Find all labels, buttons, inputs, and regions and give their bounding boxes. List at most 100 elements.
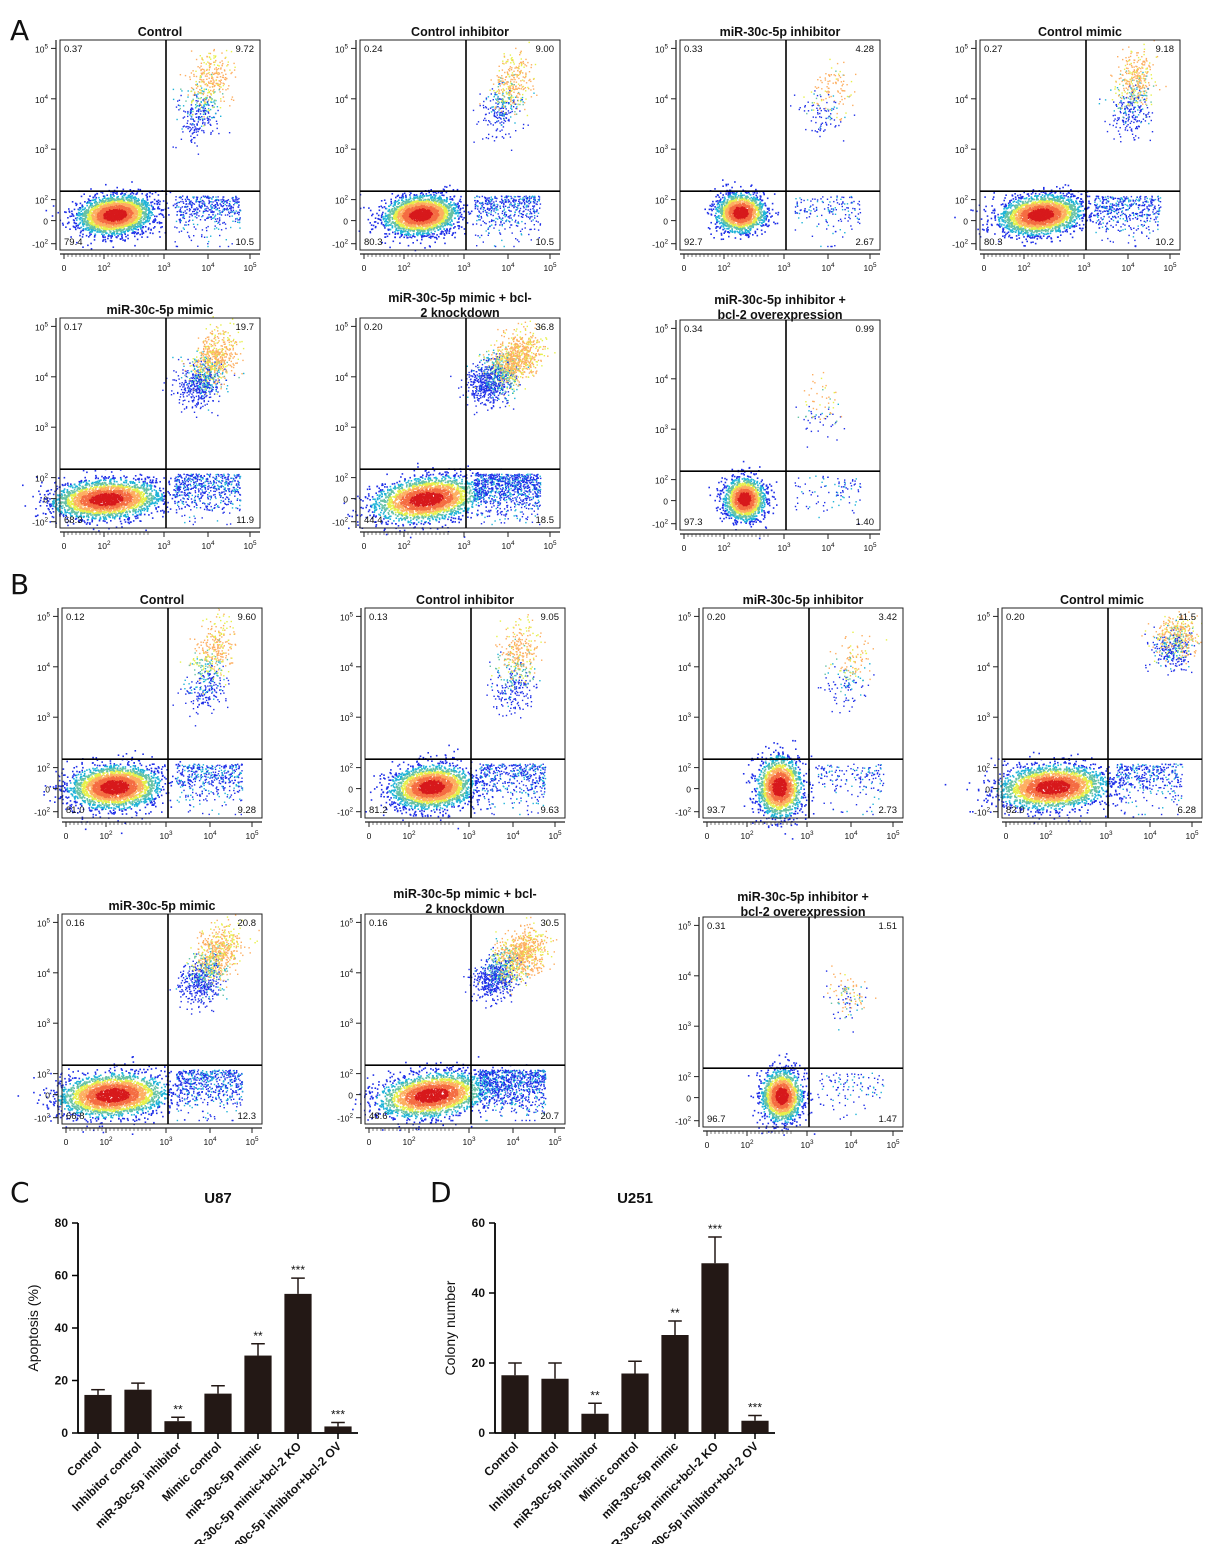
flow-events — [22, 316, 245, 532]
flow-events — [358, 41, 542, 252]
quadrant-ul: 0.13 — [369, 612, 388, 623]
flow-events — [944, 611, 1203, 824]
y-tick-label: 60 — [472, 1216, 486, 1230]
y-tick-label: 0 — [43, 495, 48, 505]
y-tick-label: 103 — [35, 422, 48, 433]
plot-frame — [702, 607, 904, 819]
y-tick-label: 103 — [655, 424, 668, 435]
flow-title: Control — [138, 25, 182, 39]
y-tick-label: 102 — [955, 195, 968, 206]
x-tick-label: 102 — [402, 1136, 415, 1147]
x-tick-label: 102 — [717, 542, 730, 553]
y-tick-label: 103 — [655, 144, 668, 155]
quadrant-ur: 19.7 — [236, 322, 255, 333]
y-tick-label: -102 — [34, 807, 50, 818]
bar — [541, 1378, 569, 1433]
y-tick-label: 105 — [35, 321, 48, 332]
flow-plot-a-3: Control mimic 0.27 9.18 80.3 10.2 0 102 103 104 1… — [922, 10, 1212, 280]
y-tick-label: 104 — [655, 374, 668, 385]
panel-letter-d: D — [430, 1176, 452, 1209]
y-tick-label: 103 — [977, 712, 990, 723]
x-tick-label: 105 — [1163, 262, 1176, 273]
y-tick-label: 103 — [37, 712, 50, 723]
flow-svg: miR-30c-5p mimic + bcl-2 knockdown 0.20 36… — [332, 291, 561, 551]
x-tick-label: 103 — [457, 540, 470, 551]
y-tick-label: -102 — [652, 519, 668, 530]
flow-plot-b-13: miR-30c-5p inhibitor + bcl-2 overexpressi… — [645, 887, 935, 1157]
y-tick-label: 104 — [35, 94, 48, 105]
x-tick-label: 103 — [457, 262, 470, 273]
flow-plot-b-8: Control inhibitor 0.13 9.05 81.2 9.63 0 102 103… — [307, 578, 597, 848]
y-tick-label: 103 — [35, 144, 48, 155]
x-tick-label: 0 — [705, 831, 710, 841]
x-tick-label: 102 — [740, 1139, 753, 1150]
x-tick-label: 0 — [1004, 831, 1009, 841]
flow-svg: Control mimic 0.20 11.5 82.0 6.28 0 102 103 104 1… — [944, 593, 1203, 841]
x-tick-label: 102 — [1017, 262, 1030, 273]
panel-letter-a: A — [10, 14, 29, 47]
flow-events — [954, 39, 1167, 248]
quadrant-ur: 9.18 — [1156, 44, 1175, 55]
quadrant-ur: 9.60 — [238, 612, 257, 623]
y-tick-label: 0 — [45, 785, 50, 795]
quadrant-lr: 9.63 — [541, 805, 560, 816]
x-tick-label: 102 — [397, 540, 410, 551]
y-tick-label: 0 — [348, 785, 353, 795]
panel-letter-b: B — [10, 568, 29, 601]
x-tick-label: 104 — [821, 262, 834, 273]
y-tick-label: 0 — [478, 1426, 485, 1440]
y-tick-label: 105 — [655, 43, 668, 54]
y-tick-label: 104 — [35, 372, 48, 383]
y-tick-label: -102 — [974, 807, 990, 818]
y-tick-label: -102 — [675, 807, 691, 818]
y-tick-label: 0 — [985, 785, 990, 795]
flow-title: miR-30c-5p inhibitor — [720, 25, 841, 39]
y-tick-label: 20 — [55, 1374, 69, 1388]
y-tick-label: 0 — [45, 1091, 50, 1101]
x-tick-label: 103 — [157, 540, 170, 551]
y-tick-label: 0 — [686, 785, 691, 795]
bar — [621, 1373, 649, 1433]
quadrant-ul: 0.24 — [364, 44, 383, 55]
y-tick-label: 105 — [35, 43, 48, 54]
quadrant-ul: 0.34 — [684, 324, 703, 335]
flow-events — [365, 614, 547, 830]
flow-plot-b-7: Control 0.12 9.60 81.0 9.28 0 102 103 104 105 105 1… — [4, 578, 294, 848]
y-tick-label: 102 — [340, 763, 353, 774]
y-tick-label: 105 — [678, 920, 691, 931]
x-tick-label: 103 — [159, 830, 172, 841]
y-tick-label: 102 — [35, 473, 48, 484]
x-tick-label: Control — [481, 1439, 521, 1479]
y-tick-label: 102 — [37, 763, 50, 774]
quadrant-ur: 20.8 — [238, 918, 257, 929]
quadrant-ll: 80.3 — [984, 237, 1003, 248]
flow-svg: miR-30c-5p inhibitor 0.20 3.42 93.7 2.73 0 102… — [675, 593, 904, 841]
flow-title: miR-30c-5p mimic — [109, 899, 216, 913]
x-tick-label: 103 — [462, 830, 475, 841]
flow-events — [43, 607, 244, 835]
y-tick-label: 102 — [335, 473, 348, 484]
y-tick-label: 0 — [663, 217, 668, 227]
y-tick-label: 102 — [35, 195, 48, 206]
x-tick-label: 0 — [705, 1140, 710, 1150]
y-tick-label: 103 — [955, 144, 968, 155]
quadrant-lr: 6.28 — [1178, 805, 1197, 816]
panel-letter-c: C — [10, 1176, 30, 1209]
quadrant-ll: 81.2 — [369, 805, 388, 816]
flow-events — [45, 48, 242, 250]
y-tick-label: -102 — [332, 239, 348, 250]
flow-events — [747, 965, 885, 1136]
bar — [701, 1263, 729, 1433]
plot-frame — [59, 317, 261, 529]
quadrant-lr: 18.5 — [536, 515, 555, 526]
quadrant-ll: 96.7 — [707, 1114, 726, 1125]
quadrant-ul: 0.12 — [66, 612, 85, 623]
x-tick-label: 0 — [682, 543, 687, 553]
quadrant-ll: 82.0 — [1006, 805, 1025, 816]
flow-title: Control inhibitor — [416, 593, 514, 607]
y-tick-label: 105 — [977, 611, 990, 622]
y-tick-label: 102 — [335, 195, 348, 206]
x-tick-label: 102 — [740, 830, 753, 841]
x-tick-label: 104 — [821, 542, 834, 553]
flow-plot-a-1: Control inhibitor 0.24 9.00 80.3 10.5 0 102 103… — [302, 10, 592, 280]
